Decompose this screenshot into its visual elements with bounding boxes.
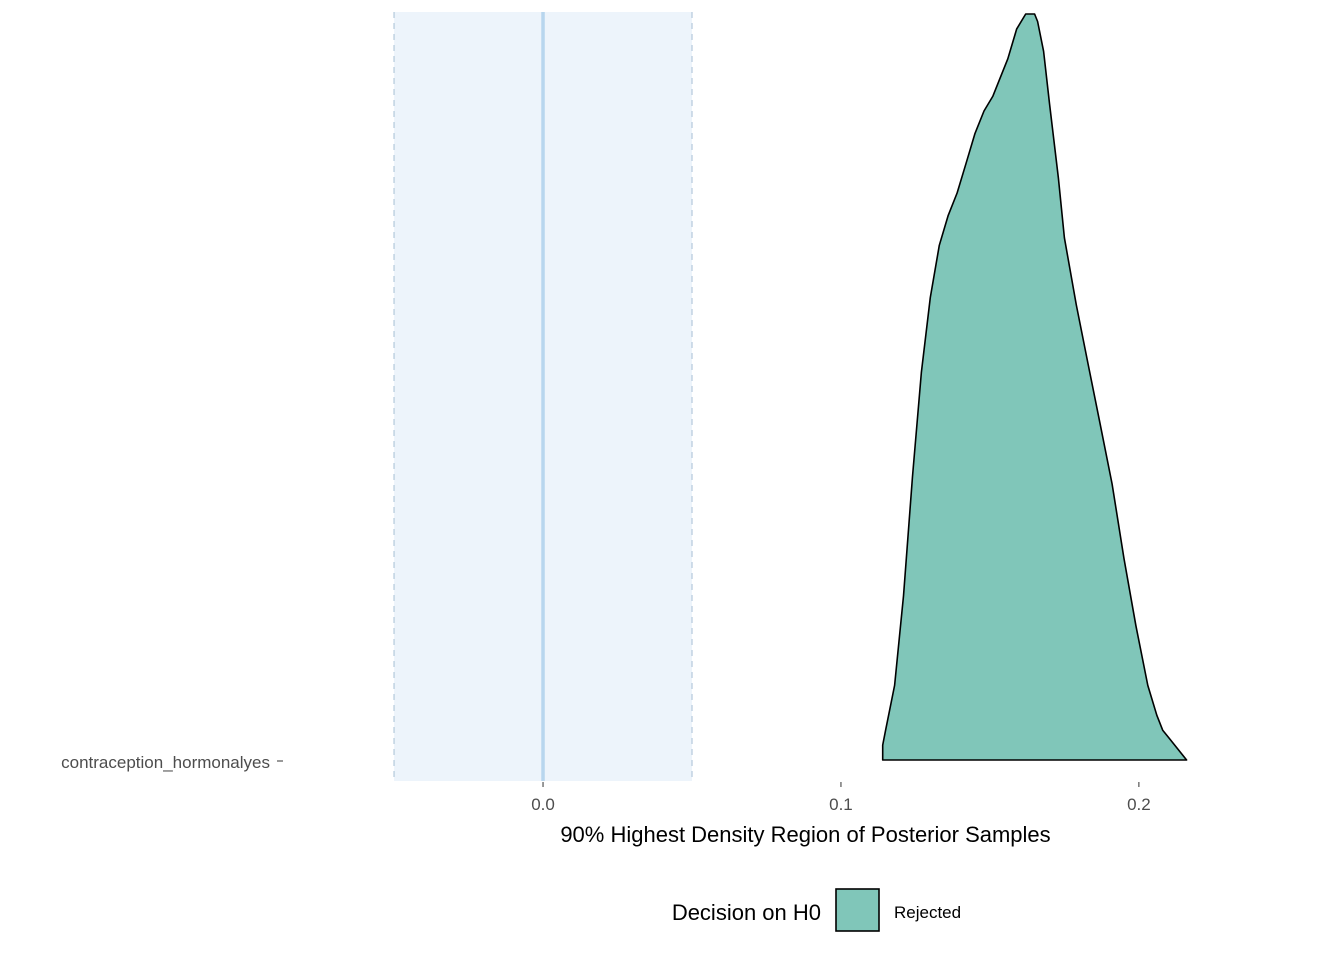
y-tick-label: contraception_hormonalyes <box>61 753 270 772</box>
legend-title: Decision on H0 <box>672 900 821 925</box>
legend-label-rejected: Rejected <box>894 903 961 922</box>
density-ridge-contraception_hormonalyes <box>881 13 1188 761</box>
legend: Decision on H0 Rejected <box>672 888 961 932</box>
density-layer <box>881 13 1188 761</box>
y-axis: contraception_hormonalyes <box>61 753 283 772</box>
x-tick-label: 0.0 <box>531 795 555 814</box>
legend-key-rejected <box>835 888 880 932</box>
x-tick-label: 0.2 <box>1127 795 1151 814</box>
x-tick-label: 0.1 <box>829 795 853 814</box>
rope-layer <box>393 12 693 781</box>
x-axis: 0.0 0.1 0.2 <box>531 782 1151 814</box>
x-axis-title: 90% Highest Density Region of Posterior … <box>560 822 1050 847</box>
